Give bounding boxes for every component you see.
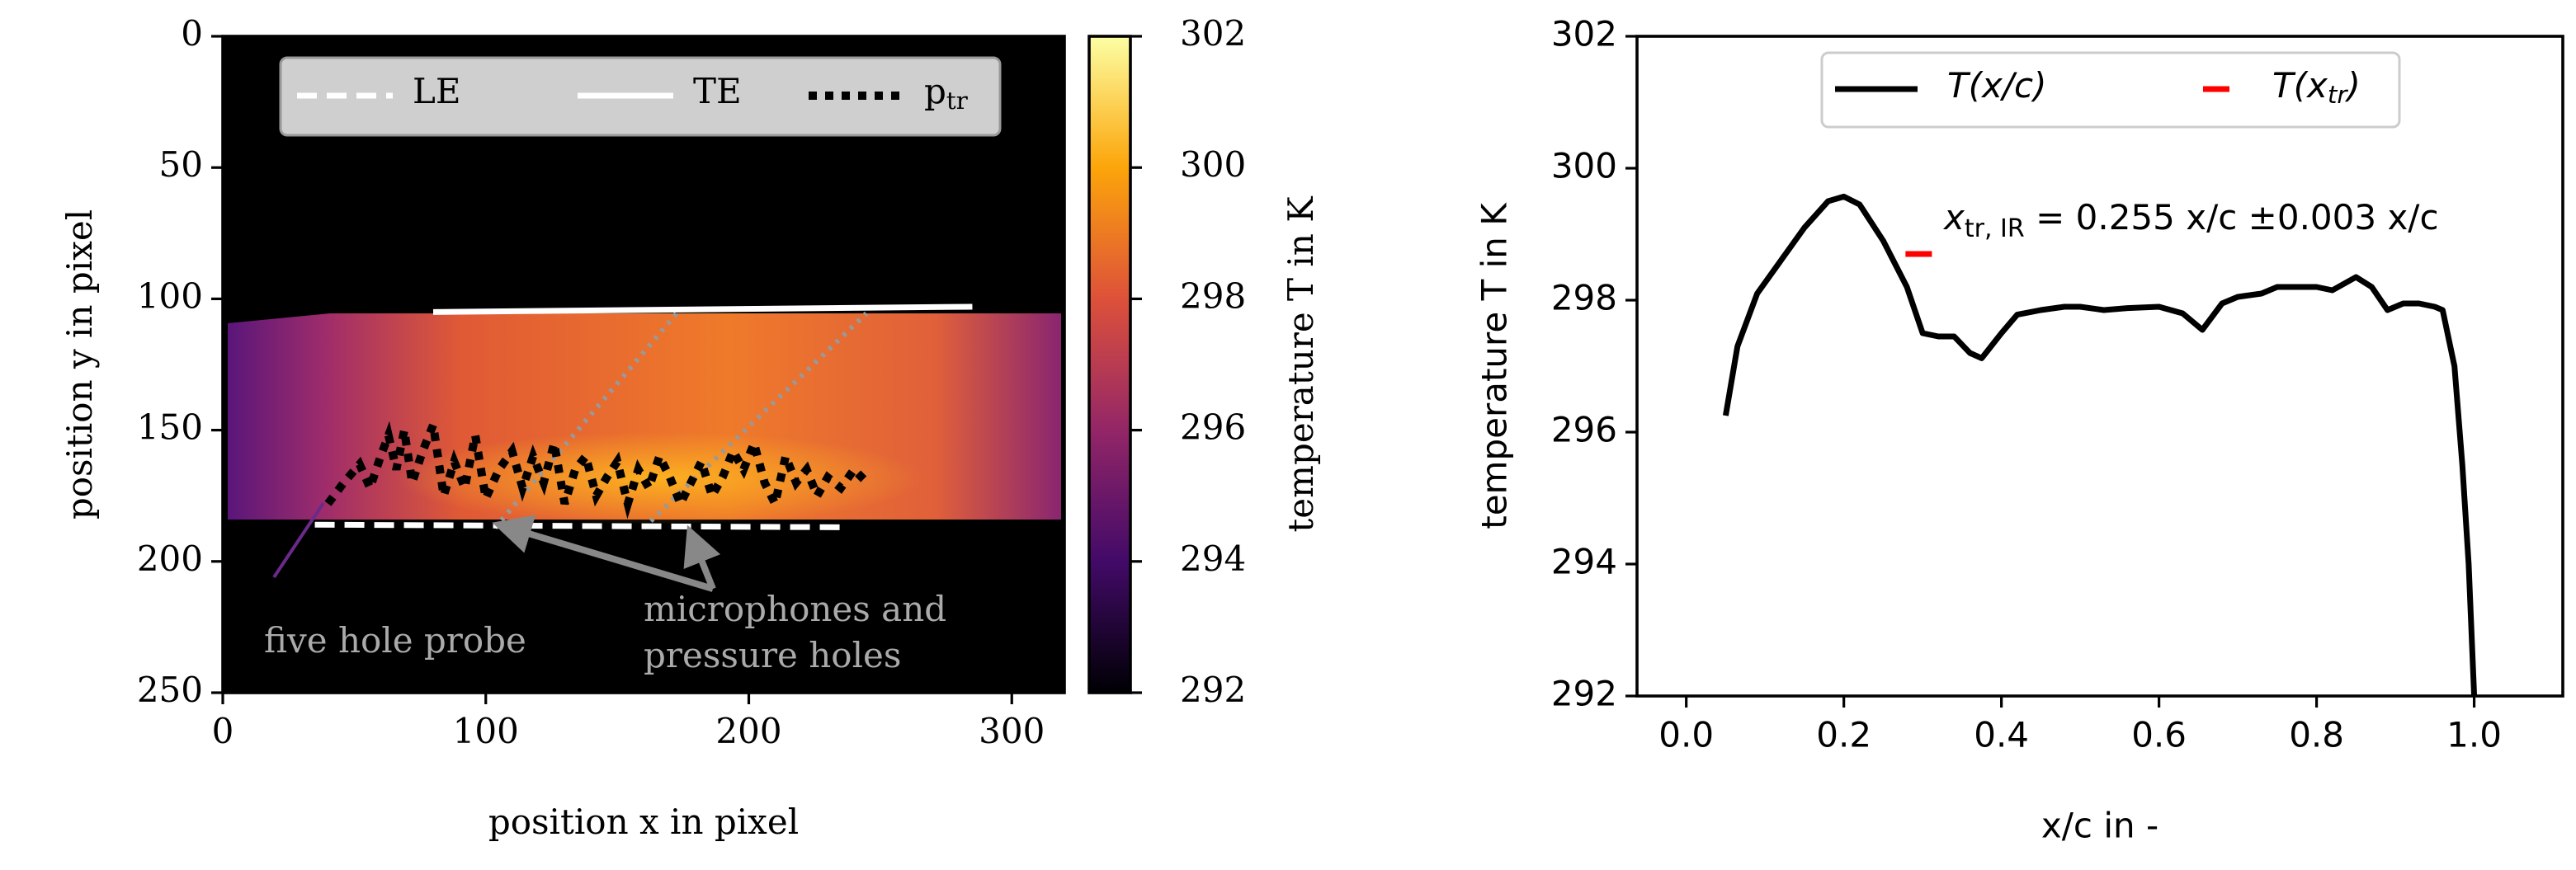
colorbar-tick-label: 296 (1180, 407, 1246, 448)
y-axis-label: temperature T in K (1474, 202, 1515, 529)
y-tick-label: 200 (137, 538, 203, 579)
line-panel: 0.0 0.2 0.4 0.6 0.8 1.0 292 294 296 298 300 302 x/c … (1474, 14, 2564, 846)
y-tick-label: 0 (181, 13, 203, 54)
y-tick-label: 300 (1551, 146, 1617, 186)
x-tick-label: 1.0 (2446, 715, 2502, 755)
colorbar-tick-label: 294 (1180, 538, 1246, 579)
annotation: microphones and (644, 589, 946, 629)
thermal-image-panel: 0 100 200 300 0 50 100 150 200 250 position x in p… (59, 13, 1321, 842)
colorbar-tick-label: 300 (1180, 144, 1246, 185)
x-tick-label: 0.6 (2131, 715, 2187, 755)
x-tick-label: 100 (453, 711, 519, 751)
legend-name: p (924, 71, 946, 111)
legend-name: TE (693, 71, 742, 111)
annotation: xtr, IR = 0.255 x/c ±0.003 x/c (1942, 197, 2439, 243)
y-tick-label: 292 (1551, 674, 1617, 714)
colorbar (1087, 35, 1132, 694)
data-line (324, 409, 870, 520)
x-tick-label: 0.0 (1658, 715, 1714, 755)
y-axis-label: position y in pixel (59, 209, 100, 520)
annotation-symbol: x (1942, 197, 1965, 237)
y-tick-label: 100 (137, 275, 203, 316)
legend-subscript: tr (2328, 81, 2349, 109)
annotation-arrow (492, 515, 715, 592)
colorbar-tick-label: 298 (1180, 275, 1246, 316)
data-line (432, 303, 973, 315)
annotation: pressure holes (644, 635, 901, 675)
sight-line (641, 311, 869, 530)
legend-label: LE (413, 71, 461, 111)
y-tick-label: 296 (1551, 410, 1617, 450)
hot-region (396, 432, 924, 524)
x-tick-label: 0.4 (1974, 715, 2029, 755)
x-axis-label: x/c in - (2041, 806, 2158, 846)
y-tick-label: 50 (159, 144, 203, 185)
annotation: five hole probe (264, 620, 526, 661)
legend-name: T(x (2272, 65, 2328, 106)
x-tick-label: 0.8 (2289, 715, 2344, 755)
y-tick-label: 250 (137, 670, 203, 710)
annotation-subscript: tr, IR (1965, 214, 2025, 243)
y-tick-label: 298 (1551, 278, 1617, 318)
legend-name: T(x/c) (1947, 65, 2047, 106)
colorbar-label: temperature T in K (1281, 195, 1321, 533)
annotation-value: = 0.255 x/c ±0.003 x/c (2025, 197, 2439, 237)
colorbar-tick-label: 292 (1180, 670, 1246, 710)
x-tick-label: 0 (212, 711, 234, 751)
legend-name-end: ) (2345, 65, 2361, 106)
legend-label: T(xtr) (2272, 65, 2361, 109)
legend-label: TE (693, 71, 742, 111)
legend-label: T(x/c) (1947, 65, 2047, 106)
data-line (1722, 193, 2478, 697)
y-tick-label: 294 (1551, 542, 1617, 582)
y-tick-label: 302 (1551, 14, 1617, 54)
x-axis-label: position x in pixel (488, 802, 799, 842)
sight-line (493, 312, 679, 529)
legend-box (1820, 51, 2401, 129)
legend-label: ptr (924, 71, 969, 115)
probe-streak (272, 501, 325, 579)
annotation-arrow (683, 524, 721, 590)
x-tick-label: 300 (979, 711, 1045, 751)
axes-frame (1635, 35, 2564, 698)
legend-subscript: tr (946, 87, 969, 115)
x-tick-label: 0.2 (1816, 715, 1871, 755)
axes-frame (221, 35, 1066, 694)
legend-name: LE (413, 71, 461, 111)
y-tick-label: 150 (137, 407, 203, 448)
x-tick-label: 200 (715, 711, 781, 751)
colorbar-tick-label: 302 (1180, 13, 1246, 54)
